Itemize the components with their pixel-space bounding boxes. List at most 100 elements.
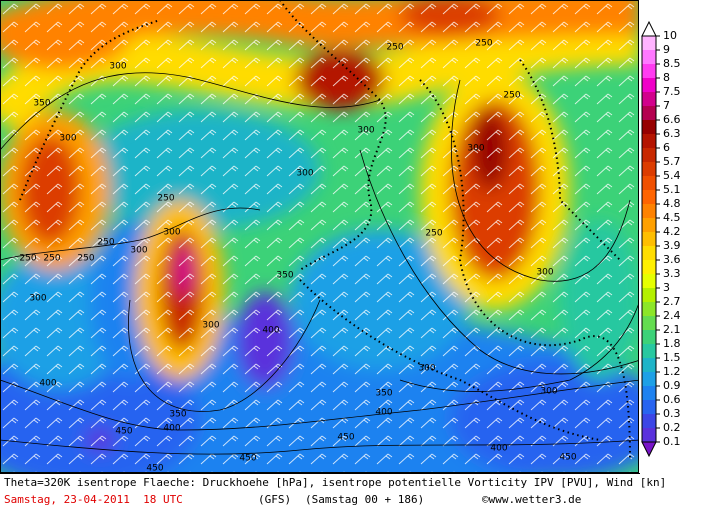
contour-label: 450 (146, 464, 163, 474)
colorbar-label: 4.2 (663, 225, 681, 238)
colorbar-band (642, 414, 656, 428)
colorbar-band (642, 92, 656, 106)
contour-label: 250 (19, 254, 36, 264)
colorbar-band (642, 232, 656, 246)
colorbar-label: 8.5 (663, 57, 681, 70)
contour-label: 300 (59, 134, 76, 144)
colorbar-band (642, 344, 656, 358)
colorbar-band (642, 288, 656, 302)
contour-lines (1, 72, 638, 455)
contour-label: 250 (475, 39, 492, 49)
footer-date: Samstag, 23-04-2011 18 UTC (4, 493, 183, 506)
contour-label: 450 (115, 427, 132, 437)
colorbar-band (642, 260, 656, 274)
colorbar-label: 1.8 (663, 337, 681, 350)
colorbar-band (642, 274, 656, 288)
colorbar-label: 7.5 (663, 85, 681, 98)
colorbar-band (642, 400, 656, 414)
colorbar-label: 3.6 (663, 253, 681, 266)
coastlines (19, 1, 631, 461)
colorbar-band (642, 36, 656, 50)
colorbar-band (642, 386, 656, 400)
colorbar-label: 3 (663, 281, 670, 294)
colorbar-label: 4.8 (663, 197, 681, 210)
colorbar-label: 5.1 (663, 183, 681, 196)
colorbar-band (642, 50, 656, 64)
colorbar-label: 3.9 (663, 239, 681, 252)
contour-label: 250 (97, 238, 114, 248)
footer-description: Theta=320K isentrope Flaeche: Druckhoehe… (4, 476, 666, 489)
contour-label: 450 (559, 453, 576, 463)
colorbar-label: 6 (663, 141, 670, 154)
colorbar-label: 1.5 (663, 351, 681, 364)
colorbar-band (642, 106, 656, 120)
footer-model: (GFS) (258, 493, 291, 506)
contour-label: 250 (425, 229, 442, 239)
footer-copyright: ©www.wetter3.de (482, 493, 581, 506)
contour-label: 250 (503, 91, 520, 101)
colorbar-label: 1.2 (663, 365, 681, 378)
colorbar-frame (641, 35, 657, 443)
contour-label: 350 (169, 410, 186, 420)
colorbar-label: 5.4 (663, 169, 681, 182)
colorbar-label: 3.3 (663, 267, 681, 280)
contour-label: 300 (29, 294, 46, 304)
colorbar-label: 9 (663, 43, 670, 56)
contour-label: 400 (262, 326, 279, 336)
colorbar-band (642, 428, 656, 442)
colorbar-label: 4.5 (663, 211, 681, 224)
colorbar-band (642, 218, 656, 232)
footer-run: (Samstag 00 + 186) (305, 493, 424, 506)
colorbar-label: 0.6 (663, 393, 681, 406)
colorbar-label: 8 (663, 71, 670, 84)
colorbar-label: 0.3 (663, 407, 681, 420)
contour-label: 300 (109, 62, 126, 72)
contour-label: 300 (536, 268, 553, 278)
colorbar-label: 7 (663, 99, 670, 112)
colorbar-label: 6.3 (663, 127, 681, 140)
contour-label: 400 (490, 444, 507, 454)
colorbar-label: 0.2 (663, 421, 681, 434)
colorbar-band (642, 204, 656, 218)
colorbar-label: 10 (663, 29, 677, 42)
contour-label: 450 (337, 433, 354, 443)
contour-label: 300 (467, 144, 484, 154)
colorbar-label: 2.1 (663, 323, 681, 336)
contour-label: 300 (540, 387, 557, 397)
contour-label: 250 (77, 254, 94, 264)
colorbar-band (642, 134, 656, 148)
map-border (0, 0, 639, 473)
map-field (1, 1, 638, 472)
contour-label: 400 (163, 424, 180, 434)
colorbar-band (642, 162, 656, 176)
contour-label: 450 (239, 454, 256, 464)
contour-label: 300 (418, 364, 435, 374)
contour-label: 350 (33, 99, 50, 109)
colorbar-band (642, 302, 656, 316)
colorbar-band (642, 246, 656, 260)
colorbar-label: 0.1 (663, 435, 681, 448)
colorbar-label: 2.4 (663, 309, 681, 322)
colorbar-band (642, 148, 656, 162)
colorbar-band (642, 120, 656, 134)
contour-label: 300 (163, 228, 180, 238)
colorbar-label: 2.7 (663, 295, 681, 308)
colorbar-band (642, 316, 656, 330)
contour-label: 250 (386, 43, 403, 53)
colorbar-band (642, 358, 656, 372)
contour-label: 300 (130, 246, 147, 256)
contour-label: 250 (157, 194, 174, 204)
contour-label: 350 (375, 389, 392, 399)
contour-label: 400 (39, 379, 56, 389)
colorbar-band (642, 64, 656, 78)
colorbar-over (641, 20, 657, 37)
contour-label: 350 (276, 271, 293, 281)
colorbar-band (642, 176, 656, 190)
contour-label: 300 (357, 126, 374, 136)
contour-label: 300 (296, 169, 313, 179)
contour-label: 400 (375, 408, 392, 418)
colorbar-band (642, 190, 656, 204)
colorbar-under (641, 441, 657, 458)
